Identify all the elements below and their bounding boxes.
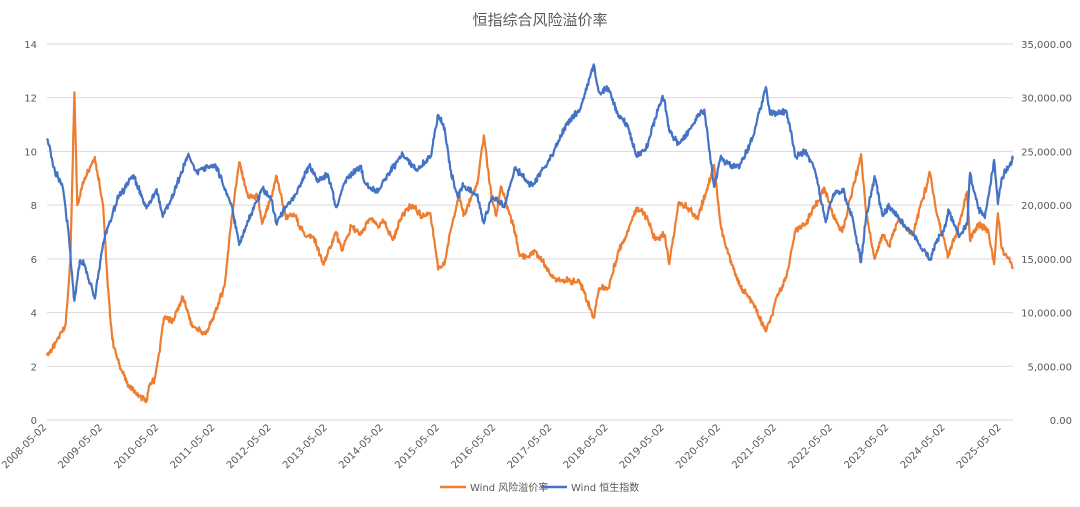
series-line-2 — [46, 63, 1015, 302]
left-axis-tick-label: 8 — [31, 201, 37, 212]
x-axis-tick-label: 2018-05-02 — [562, 422, 611, 471]
left-axis-tick-label: 12 — [24, 94, 37, 105]
x-axis-tick-label: 2019-05-02 — [618, 422, 667, 471]
x-axis-tick-label: 2013-05-02 — [281, 422, 330, 471]
right-axis-tick-label: 15,000.00 — [1021, 255, 1072, 266]
legend-label: Wind 风险溢价率 — [470, 481, 548, 494]
x-axis-tick-label: 2012-05-02 — [225, 422, 274, 471]
x-axis-tick-label: 2014-05-02 — [337, 422, 386, 471]
right-axis-tick-label: 35,000.00 — [1021, 40, 1072, 51]
right-axis-tick-label: 10,000.00 — [1021, 309, 1072, 320]
legend-label: Wind 恒生指数 — [571, 481, 639, 494]
x-axis-tick-label: 2011-05-02 — [169, 422, 218, 471]
right-axis-tick-label: 0.00 — [1050, 416, 1072, 427]
legend: Wind 风险溢价率 Wind 恒生指数 — [440, 481, 639, 494]
right-axis-tick-label: 30,000.00 — [1021, 94, 1072, 105]
x-axis-tick-label: 2023-05-02 — [842, 422, 891, 471]
chart-title: 恒指综合风险溢价率 — [472, 11, 607, 29]
x-axis-tick-label: 2024-05-02 — [899, 422, 948, 471]
x-axis-tick-label: 2017-05-02 — [506, 422, 555, 471]
x-axis-tick-label: 2022-05-02 — [786, 422, 835, 471]
x-axis-tick-label: 2025-05-02 — [955, 422, 1004, 471]
x-axis-tick-label: 2020-05-02 — [674, 422, 723, 471]
right-axis-tick-label: 20,000.00 — [1021, 201, 1072, 212]
left-axis-tick-label: 4 — [31, 309, 37, 320]
left-axis-tick-label: 6 — [31, 255, 37, 266]
left-axis-tick-label: 0 — [31, 416, 37, 427]
x-axis-tick-label: 2010-05-02 — [112, 422, 161, 471]
left-axis-tick-label: 2 — [31, 362, 37, 373]
x-axis-tick-label: 2015-05-02 — [393, 422, 442, 471]
right-axis-tick-label: 5,000.00 — [1027, 362, 1072, 373]
series-line-1 — [45, 91, 1015, 404]
x-axis-tick-label: 2009-05-02 — [56, 422, 105, 471]
x-axis-tick-label: 2021-05-02 — [730, 422, 779, 471]
left-axis-tick-label: 10 — [24, 147, 37, 158]
x-axis-tick-label: 2008-05-02 — [0, 422, 49, 471]
left-axis-tick-label: 14 — [24, 40, 37, 51]
x-axis-tick-label: 2016-05-02 — [449, 422, 498, 471]
right-axis-tick-label: 25,000.00 — [1021, 147, 1072, 158]
